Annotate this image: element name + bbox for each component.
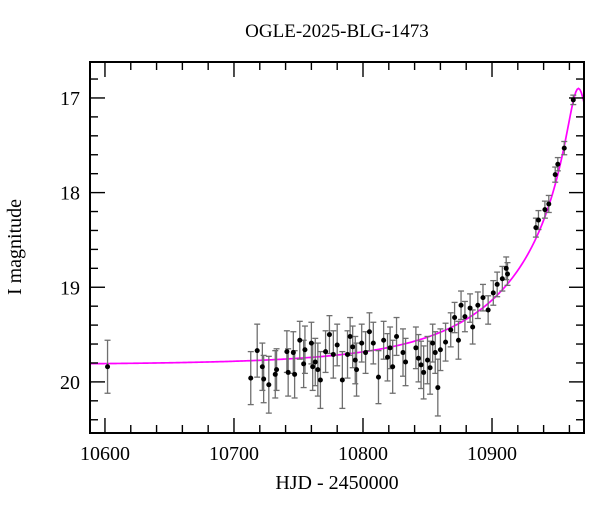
data-point — [350, 344, 356, 350]
data-points — [90, 97, 576, 391]
x-tick-label: 10900 — [467, 443, 517, 465]
data-point — [363, 350, 369, 356]
y-tick-label: 18 — [60, 183, 80, 205]
x-tick-label: 10600 — [80, 443, 130, 465]
data-point — [312, 359, 318, 365]
data-point — [284, 349, 290, 355]
data-point — [485, 307, 491, 313]
data-point — [347, 333, 353, 339]
data-point — [555, 161, 561, 167]
data-point — [266, 382, 272, 388]
data-point — [475, 302, 481, 308]
data-point — [533, 225, 539, 231]
data-point — [261, 376, 267, 382]
data-point — [381, 337, 387, 343]
data-point — [480, 295, 486, 301]
x-tick-label: 10700 — [209, 443, 259, 465]
data-point — [504, 271, 510, 277]
data-point — [272, 371, 278, 377]
data-point — [297, 337, 303, 343]
data-point — [248, 375, 254, 381]
data-point — [301, 361, 307, 367]
data-point — [535, 217, 541, 223]
data-point — [443, 339, 449, 345]
y-tick-label: 19 — [60, 277, 80, 299]
data-point — [425, 357, 431, 363]
data-point — [427, 365, 433, 371]
x-tick-label: 10800 — [338, 443, 388, 465]
data-point — [339, 377, 345, 383]
y-tick-label: 17 — [60, 88, 80, 110]
data-point — [390, 364, 396, 370]
data-point — [352, 357, 358, 363]
data-point — [552, 172, 558, 178]
data-point — [467, 305, 473, 311]
data-point — [470, 324, 476, 330]
data-point — [302, 347, 308, 353]
data-point — [415, 355, 421, 361]
data-point — [458, 302, 464, 308]
error-bars — [90, 94, 577, 417]
data-point — [330, 351, 336, 357]
y-axis-label: I magnitude — [4, 199, 26, 295]
data-point — [400, 350, 406, 356]
data-point — [542, 207, 548, 213]
data-point — [494, 281, 500, 287]
data-point — [310, 364, 316, 370]
data-point — [259, 364, 265, 370]
data-point — [546, 201, 552, 207]
plot-content-area — [90, 87, 584, 417]
data-point — [437, 347, 443, 353]
data-point — [315, 367, 321, 373]
data-point — [274, 367, 280, 373]
x-axis-label: HJD - 2450000 — [275, 472, 398, 494]
data-point — [317, 377, 323, 383]
data-point — [499, 276, 505, 282]
y-tick-label: 20 — [60, 372, 80, 394]
data-point — [403, 359, 409, 365]
data-point — [448, 327, 454, 333]
data-point — [421, 369, 427, 375]
data-point — [334, 342, 340, 348]
plot-title: OGLE-2025-BLG-1473 — [245, 21, 429, 42]
data-point — [359, 340, 365, 346]
data-point — [455, 337, 461, 343]
data-point — [430, 340, 436, 346]
data-point — [254, 348, 260, 354]
data-point — [292, 371, 298, 377]
data-point — [413, 345, 419, 351]
axis-ticks — [90, 62, 584, 433]
data-point — [345, 351, 351, 357]
data-point — [394, 333, 400, 339]
data-point — [385, 354, 391, 360]
data-point — [418, 362, 424, 368]
data-point — [387, 345, 393, 351]
data-point — [432, 350, 438, 356]
data-point — [290, 350, 296, 356]
data-point — [323, 349, 329, 355]
data-point — [435, 385, 441, 391]
data-point — [354, 367, 360, 373]
data-point — [375, 374, 381, 380]
data-point — [370, 340, 376, 346]
data-point — [490, 290, 496, 296]
data-point — [308, 340, 314, 346]
model-curve — [90, 87, 584, 365]
plot-frame — [89, 61, 585, 434]
axis-tick-labels: 10600 10700 10800 10900 17 18 19 20 — [60, 88, 517, 465]
data-point — [503, 265, 509, 271]
data-point — [285, 369, 291, 375]
data-point — [462, 314, 468, 320]
data-point — [366, 329, 372, 335]
data-point — [326, 332, 332, 338]
data-point — [105, 364, 111, 370]
data-point — [452, 315, 458, 321]
data-point — [561, 145, 567, 151]
